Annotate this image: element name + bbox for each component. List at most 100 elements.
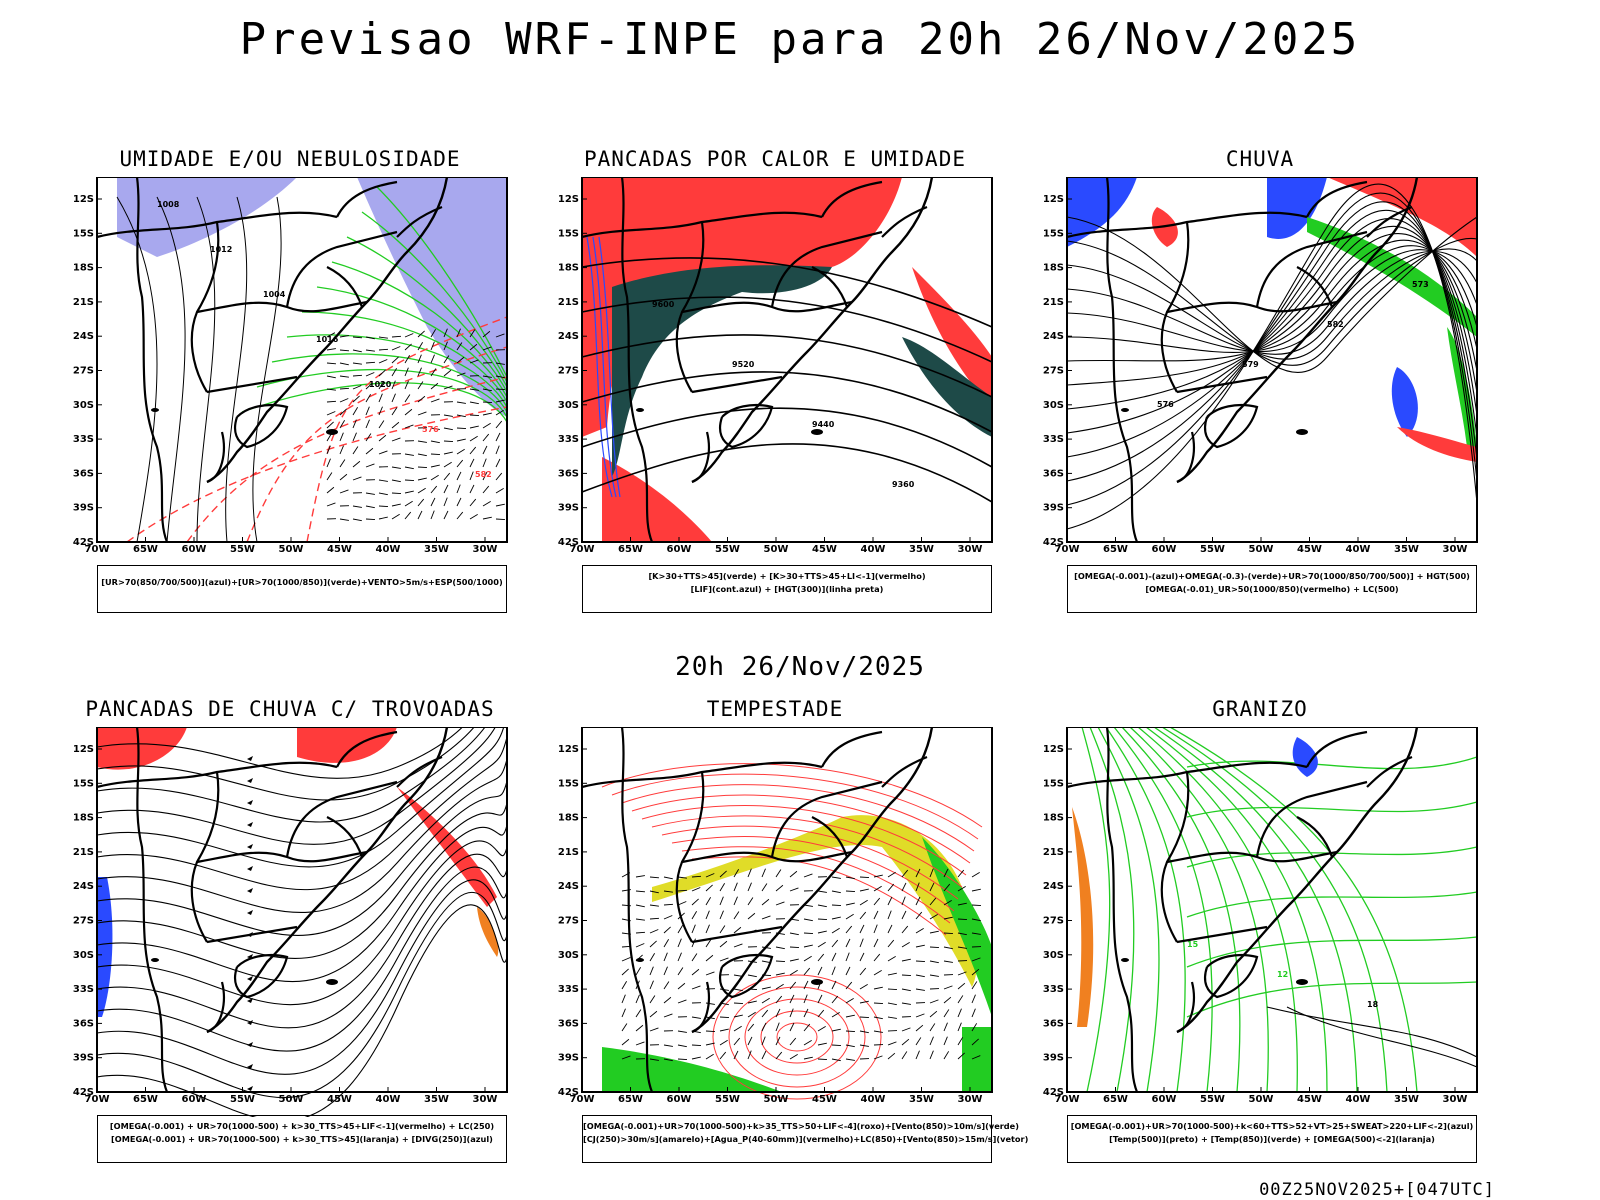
wind-vector (719, 910, 724, 920)
wind-vector (887, 871, 896, 878)
wind-vector (417, 487, 426, 494)
lon-label: 35W (424, 544, 449, 555)
lon-label: 70W (570, 1094, 595, 1105)
streamline (96, 824, 508, 983)
wind-vector (469, 513, 478, 520)
wind-vector (326, 362, 337, 365)
temp850-contour (1186, 801, 1478, 818)
lon-label: 45W (812, 544, 837, 555)
wind-vector (775, 1008, 781, 1018)
lon-label: 30W (473, 544, 498, 555)
wind-vector (943, 1022, 948, 1032)
lat-label: 27S (1043, 366, 1064, 377)
wind-vector (443, 451, 453, 455)
state-border (821, 180, 883, 218)
wind-vector (417, 440, 427, 443)
streamline-arrow (247, 1064, 253, 1069)
wind-vector (733, 869, 740, 878)
wind-vector (887, 988, 898, 991)
streamline-arrow (247, 998, 253, 1003)
wind-vector (943, 868, 949, 878)
hgt-contour (581, 296, 993, 363)
wind-vector (378, 369, 386, 377)
wind-vector (621, 1055, 631, 1060)
wind-vector (456, 342, 463, 351)
panel-legend: [K>30+TTS>45](verde) + [K>30+TTS>45+LI<-… (582, 565, 992, 613)
state-border (691, 375, 783, 394)
state-border (1176, 375, 1268, 394)
wind-vector (404, 500, 413, 507)
map-background (97, 727, 507, 1092)
wind-vector (482, 388, 492, 392)
lat-label: 21S (1043, 297, 1064, 308)
wind-vector (621, 994, 626, 1004)
wind-vector (326, 445, 331, 455)
lon-label: 55W (715, 1094, 740, 1105)
lat-label: 42S (73, 537, 94, 548)
wind-vector (391, 479, 401, 483)
wind-vector (747, 1000, 757, 1004)
wind-vector (417, 510, 423, 520)
wind-vector (943, 996, 952, 1004)
wind-vector (430, 427, 440, 430)
wind-vector (469, 498, 477, 507)
state-border (770, 230, 883, 308)
wind-vector (352, 518, 362, 522)
humidity-contour (376, 186, 508, 378)
wind-vector (378, 450, 388, 455)
wind-vector (817, 918, 828, 920)
pw-contour (760, 1010, 834, 1064)
wind-vector (469, 446, 477, 455)
contour-label: 9440 (812, 420, 835, 429)
wind-vector (443, 461, 452, 468)
streamline (96, 866, 508, 1052)
wind-vector (845, 997, 854, 1004)
wind-vector (845, 952, 850, 962)
hgt-contour (581, 334, 993, 398)
wind-vector (733, 1025, 742, 1032)
wind-vector (482, 433, 490, 442)
lon-label: 50W (764, 544, 789, 555)
wind-vector (339, 335, 349, 338)
contour-label: 12 (1277, 970, 1288, 979)
wind-vector (417, 466, 428, 468)
wind-vector (971, 1038, 979, 1046)
hgt-contour (1066, 245, 1478, 353)
state-border (620, 727, 654, 1093)
lat-label: 39S (1043, 1053, 1064, 1064)
wind-vector (495, 399, 505, 403)
streamline (96, 727, 464, 779)
lat-label: 39S (558, 1053, 579, 1064)
lon-label: 50W (1249, 1094, 1274, 1105)
wind-vector (430, 464, 440, 468)
wind-vector (677, 982, 686, 990)
wind-vector (339, 398, 349, 403)
shaded-area (1292, 737, 1318, 777)
panel-title: TEMPESTADE (706, 697, 844, 721)
state-border (821, 730, 883, 768)
wind-vector (404, 367, 409, 377)
wind-vector (352, 395, 360, 403)
state-border (285, 230, 398, 308)
map-umidade: 1008 1012 1004 1016 1020 576 582 12S 15S 18S 21S 24… (73, 177, 508, 555)
wind-vector (649, 940, 657, 948)
temp850-contour (1121, 727, 1241, 1093)
state-border (1306, 730, 1368, 768)
wind-vector (482, 458, 487, 468)
lon-label: 65W (133, 1094, 158, 1105)
wind-vector (761, 986, 771, 990)
wind-vector (635, 875, 645, 878)
wind-vector (705, 897, 712, 906)
pw-contour (776, 1022, 818, 1052)
wind-vector (430, 453, 441, 455)
wind-vector (901, 869, 909, 878)
wind-vector (417, 342, 424, 351)
run-info: 00Z25NOV2025+[047UTC] (1259, 1180, 1495, 1200)
wind-vector (352, 374, 363, 377)
wind-vector (378, 359, 388, 364)
wind-vector (404, 355, 411, 364)
state-border (135, 727, 169, 1093)
lif-contour (592, 236, 617, 498)
pressure-contour (252, 196, 282, 543)
humidity-contour (286, 334, 508, 408)
